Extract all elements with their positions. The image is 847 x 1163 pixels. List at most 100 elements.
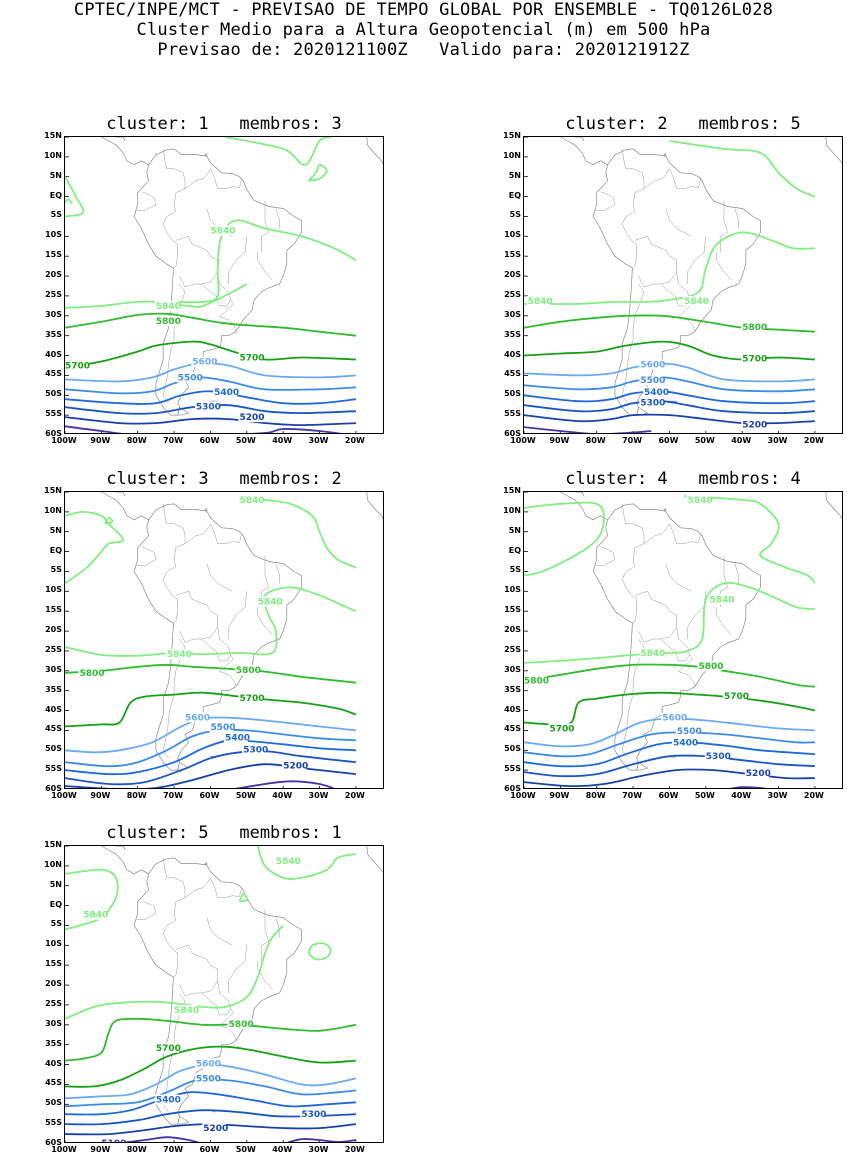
- country-border: [665, 563, 692, 592]
- contour-label-bg: [82, 909, 107, 920]
- lat-tick-label: 45S: [45, 369, 62, 379]
- country-border: [206, 563, 233, 592]
- contour-label: 5600: [185, 713, 210, 723]
- lon-tick-label: 80W: [126, 1145, 147, 1154]
- lat-tick-label: 5S: [50, 565, 62, 575]
- contour-label-bg: [704, 751, 729, 762]
- lat-tick-label: 10N: [503, 150, 521, 160]
- contour-label-bg: [194, 1073, 219, 1084]
- contour-label: 5400: [673, 738, 698, 748]
- contour-label-bg: [209, 722, 234, 733]
- coastline: [366, 492, 383, 520]
- contour-line-5800: [65, 312, 357, 337]
- lat-tick-label: 45S: [504, 724, 521, 734]
- panel-title: cluster: 4 membros: 4: [565, 469, 801, 489]
- contour-line-5840: [307, 942, 332, 961]
- lat-tick-label: 15S: [45, 959, 62, 969]
- country-border: [720, 200, 728, 253]
- lat-tick-label: 10S: [45, 230, 62, 240]
- contour-label: 5600: [640, 360, 665, 370]
- lon-tick-label: 50W: [235, 436, 256, 445]
- map-panel-2: cluster: 2 membros: 5 15N 10N 5N EQ 5S 10S 15S 2…: [459, 114, 847, 454]
- lat-tick-label: 5S: [509, 210, 521, 220]
- contour-line-5840: [238, 892, 248, 903]
- country-border: [596, 191, 616, 211]
- map-frame: 5840 5840 5840 5800 5700 5600 5500 5400 5300 5200…: [64, 845, 384, 1143]
- lat-tick-label: 45S: [45, 724, 62, 734]
- contour-label-bg: [661, 712, 686, 723]
- map-frame: 5840 5840 5840 5800 5800 5700 5600 5500 5400 5300…: [64, 491, 384, 789]
- country-border: [137, 191, 157, 211]
- lat-tick-label: 50S: [504, 389, 521, 399]
- contour-label-bg: [238, 692, 263, 703]
- contour-line-5840: [65, 586, 357, 657]
- contour-line-5100: [235, 780, 335, 788]
- map-frame: 5840 5840 5840 5800 5800 5700 5700 5600 5500 5400…: [523, 491, 843, 789]
- coastline: [115, 492, 126, 497]
- lat-tick-label: 25S: [45, 998, 62, 1008]
- lon-tick-label: 40W: [731, 791, 752, 800]
- contour-label-bg: [639, 397, 664, 408]
- contour-line-5800: [524, 663, 815, 688]
- contour-map: 5840 5840 5840 5800 5700 5600 5500 5400 5300 5200…: [65, 846, 383, 1142]
- contour-label: 5840: [710, 595, 735, 605]
- lat-tick-label: 20S: [504, 270, 521, 280]
- lat-tick-label: EQ: [49, 190, 62, 200]
- header-line-2: Cluster Medio para a Altura Geopotencial…: [136, 20, 711, 40]
- lat-tick-label: 5S: [50, 919, 62, 929]
- contour-label: 5800: [524, 677, 549, 687]
- panel-title: cluster: 1 membros: 3: [106, 114, 342, 134]
- lon-tick-label: 20W: [803, 791, 824, 800]
- country-border: [206, 917, 233, 946]
- country-border: [621, 567, 637, 625]
- contour-line-5100: [729, 786, 767, 788]
- contour-line-5400: [65, 390, 357, 405]
- contour-label-bg: [242, 744, 267, 755]
- contour-label-bg: [639, 375, 664, 386]
- country-border: [201, 272, 231, 307]
- country-border: [734, 208, 739, 229]
- contour-label-bg: [741, 419, 766, 430]
- contour-line-5840: [524, 231, 815, 305]
- country-border: [734, 563, 739, 584]
- contour-label: 5840: [167, 650, 192, 660]
- lat-tick-label: 35S: [45, 684, 62, 694]
- contour-label: 5300: [301, 1110, 326, 1120]
- island: [204, 862, 208, 866]
- lon-tick-label: 20W: [344, 791, 365, 800]
- lat-tick-label: 15N: [503, 486, 521, 495]
- lon-tick-label: 20W: [803, 436, 824, 445]
- lon-tick-label: 80W: [126, 791, 147, 800]
- lat-tick-label: 50S: [504, 744, 521, 754]
- lat-tick-label: 40S: [45, 349, 62, 359]
- country-border: [261, 200, 269, 253]
- lat-tick-label: 10S: [45, 585, 62, 595]
- lon-tick-label: 50W: [694, 791, 715, 800]
- contour-line-5500: [524, 731, 815, 758]
- lat-tick-label: 55S: [45, 764, 62, 774]
- country-border: [228, 236, 248, 284]
- lat-tick-label: 10S: [504, 585, 521, 595]
- contour-label: 5700: [240, 694, 265, 704]
- contour-line-5200: [524, 413, 815, 425]
- map-frame: 5840 5840 5800 5700 5700 5600 5500 5400 5300 5200: [64, 136, 384, 434]
- contour-label-bg: [194, 401, 219, 412]
- coastline: [115, 846, 126, 851]
- country-border: [228, 945, 248, 993]
- country-border: [162, 212, 178, 270]
- lon-tick-label: 40W: [272, 791, 293, 800]
- panel-title: cluster: 2 membros: 5: [565, 114, 801, 134]
- contour-line-5840: [683, 495, 816, 585]
- contour-label: 5500: [677, 727, 702, 737]
- contour-label-bg: [282, 760, 307, 771]
- contour-line-5600: [524, 717, 815, 748]
- contour-label: 5800: [236, 666, 261, 676]
- country-border: [669, 168, 701, 189]
- contour-label-bg: [686, 494, 711, 505]
- lat-tick-label: 20S: [45, 625, 62, 635]
- lat-tick-label: 60S: [45, 1138, 62, 1147]
- country-border: [175, 944, 218, 997]
- contour-line-5840: [65, 176, 85, 218]
